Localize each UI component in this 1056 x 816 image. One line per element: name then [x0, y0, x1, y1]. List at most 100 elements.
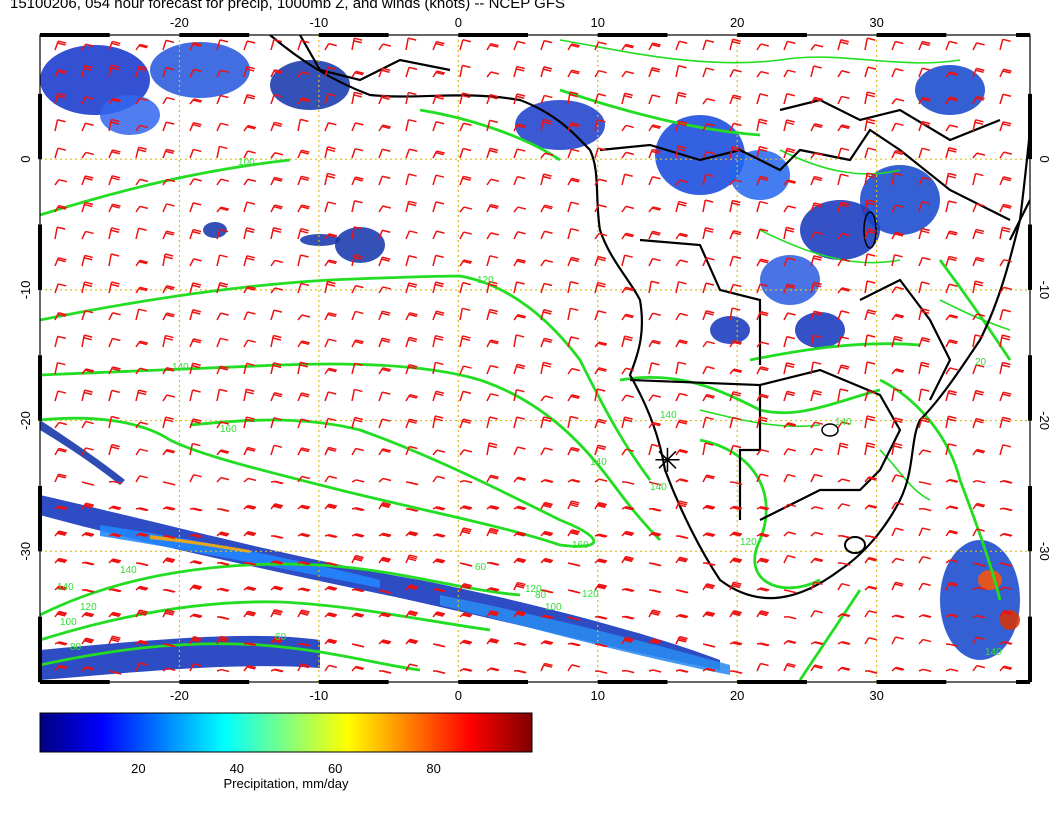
wind-barb — [189, 635, 202, 645]
wind-barb — [972, 562, 986, 567]
wind-barb — [864, 637, 877, 645]
wind-barb — [189, 338, 202, 348]
wind-barb — [675, 500, 688, 510]
wind-barb — [324, 664, 338, 672]
wind-barb — [54, 610, 68, 618]
wind-barb — [972, 95, 985, 105]
wind-barb — [270, 227, 282, 240]
wind-barb — [297, 561, 311, 566]
wind-barb — [729, 444, 742, 456]
wind-barb — [351, 37, 363, 51]
wind-barb — [999, 38, 1011, 51]
wind-barb — [405, 584, 419, 591]
wind-barb — [297, 71, 311, 78]
colorbar-tick-label: 80 — [426, 761, 440, 776]
wind-barb — [810, 506, 824, 510]
wind-barb — [459, 527, 472, 537]
wind-barb — [297, 504, 311, 510]
coastline — [759, 368, 902, 521]
wind-barb — [297, 447, 310, 456]
wind-barb — [135, 609, 148, 618]
wind-barb — [702, 98, 716, 105]
wind-barb — [864, 535, 878, 539]
wind-barb — [540, 395, 554, 402]
wind-barb — [243, 124, 257, 132]
wind-barb — [81, 420, 94, 429]
wind-barb — [405, 230, 418, 240]
wind-barb — [216, 337, 229, 348]
wind-barb — [999, 176, 1012, 186]
wind-barb — [945, 643, 959, 648]
contour-label: 160 — [572, 540, 589, 551]
wind-barb — [648, 531, 662, 537]
wind-barb — [675, 669, 689, 673]
wind-barb — [54, 505, 68, 511]
wind-barb — [135, 367, 149, 375]
wind-barb — [540, 259, 553, 267]
graticule-grid — [40, 35, 1030, 682]
wind-barb — [108, 175, 121, 186]
wind-barb — [378, 124, 391, 132]
wind-barb — [891, 368, 905, 375]
wind-barb — [702, 39, 715, 51]
wind-barb — [621, 448, 635, 456]
wind-barb — [783, 422, 797, 429]
wind-barb — [189, 442, 201, 456]
wind-barb — [999, 151, 1012, 159]
wind-barb — [135, 507, 149, 512]
wind-barb — [945, 314, 959, 321]
wind-barb — [837, 641, 851, 645]
wind-barb — [999, 479, 1013, 484]
wind-barb — [54, 69, 67, 78]
wind-barb — [459, 418, 472, 429]
contour-line — [40, 600, 491, 642]
contour-labels: 1001201401401601601201401401201406080100… — [57, 157, 1002, 658]
wind-barb — [810, 581, 823, 591]
wind-barb — [243, 201, 256, 213]
wind-barb — [162, 178, 176, 186]
wind-barb — [324, 259, 337, 267]
wind-barb — [594, 69, 607, 78]
wind-barb — [621, 43, 635, 51]
wind-barb — [945, 172, 957, 186]
precip-cell — [710, 316, 750, 344]
wind-barb — [513, 258, 526, 267]
wind-barb — [459, 612, 473, 618]
wind-barb — [108, 227, 120, 240]
wind-barb — [513, 531, 527, 537]
wind-barb — [486, 610, 499, 618]
wind-barb — [324, 233, 338, 240]
contour-line — [40, 362, 661, 541]
wind-barb — [945, 529, 959, 537]
wind-barb — [864, 476, 878, 483]
wind-barb — [945, 339, 958, 348]
lesotho-border — [844, 536, 866, 554]
wind-barb — [621, 254, 633, 267]
x-tick-label-bottom: 10 — [591, 688, 605, 703]
wind-barb — [972, 228, 985, 240]
wind-barb — [405, 312, 418, 321]
wind-barb — [297, 39, 310, 51]
wind-barb — [567, 256, 580, 267]
wind-barb — [594, 388, 606, 402]
contour-line — [40, 158, 291, 217]
wind-barb — [432, 415, 444, 429]
wind-barb — [837, 70, 850, 78]
x-tick-label-bottom: -20 — [170, 688, 189, 703]
wind-barb — [594, 501, 607, 510]
wind-barb — [351, 147, 364, 159]
contour-label: 140 — [120, 565, 137, 576]
wind-barb — [459, 639, 473, 645]
wind-barb — [702, 667, 716, 672]
wind-barb — [270, 309, 283, 321]
wind-barb — [540, 337, 553, 348]
coastline — [779, 98, 1001, 142]
wind-barb — [999, 68, 1012, 78]
wind-barb — [108, 118, 120, 132]
wind-barb — [54, 530, 68, 537]
wind-barb — [324, 367, 338, 375]
wind-barb — [999, 203, 1012, 213]
wind-barb — [324, 391, 337, 402]
wind-barb — [540, 640, 554, 645]
